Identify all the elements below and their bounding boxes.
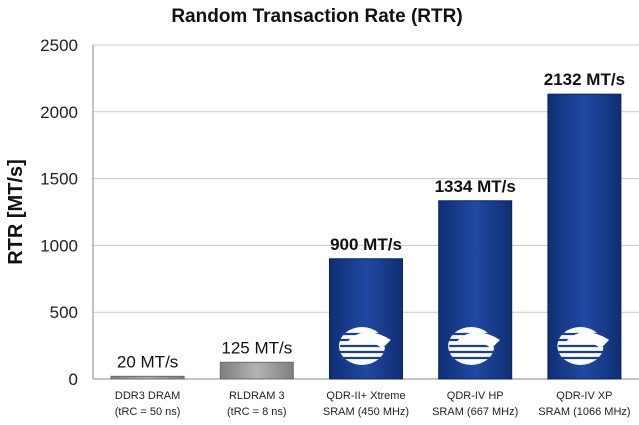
- data-label-1: 20 MT/s: [117, 352, 178, 371]
- data-labels: 20 MT/s 125 MT/s 900 MT/s 1334 MT/s 2132 MT/…: [117, 70, 625, 371]
- bar-4: [438, 200, 513, 380]
- y-axis-label: RTR [MT/s]: [5, 159, 27, 265]
- y-tick-1000: 1000: [40, 236, 78, 255]
- bar-5: [547, 93, 622, 380]
- x-tick-4: QDR-IV HP SRAM (667 MHz): [432, 390, 518, 418]
- bars: [110, 93, 622, 380]
- x-tick-labels: DDR3 DRAM (tRC = 50 ns) RLDRAM 3 (tRC = 8 n…: [115, 390, 631, 418]
- bar-2: [219, 361, 294, 380]
- data-label-3: 900 MT/s: [330, 235, 402, 254]
- y-tick-2500: 2500: [40, 36, 78, 55]
- cypress-logo-icon: [339, 327, 391, 365]
- bar-1: [110, 375, 185, 380]
- x-tick-5: QDR-IV XP SRAM (1066 MHz): [538, 390, 630, 418]
- data-label-2: 125 MT/s: [221, 338, 292, 357]
- x-tick-3: QDR-II+ Xtreme SRAM (450 MHz): [323, 390, 409, 418]
- chart-title: Random Transaction Rate (RTR): [171, 6, 462, 27]
- cypress-logo-icon: [448, 327, 500, 365]
- x-tick-2: RLDRAM 3 (tRC = 8 ns): [227, 390, 287, 418]
- x-tick-1: DDR3 DRAM (tRC = 50 ns): [115, 390, 181, 418]
- bar-rect-2: [219, 361, 294, 380]
- y-tick-labels: 0 500 1000 1500 2000 2500: [40, 36, 78, 389]
- y-tick-2000: 2000: [40, 103, 78, 122]
- y-tick-1500: 1500: [40, 170, 78, 189]
- bar-rect-1: [110, 375, 185, 380]
- cypress-logo-icon: [557, 327, 610, 365]
- bar-3: [329, 258, 403, 380]
- y-tick-500: 500: [50, 303, 78, 322]
- y-tick-0: 0: [69, 370, 78, 389]
- data-label-4: 1334 MT/s: [435, 177, 516, 196]
- grid-lines: [92, 44, 639, 380]
- data-label-5: 2132 MT/s: [544, 70, 625, 89]
